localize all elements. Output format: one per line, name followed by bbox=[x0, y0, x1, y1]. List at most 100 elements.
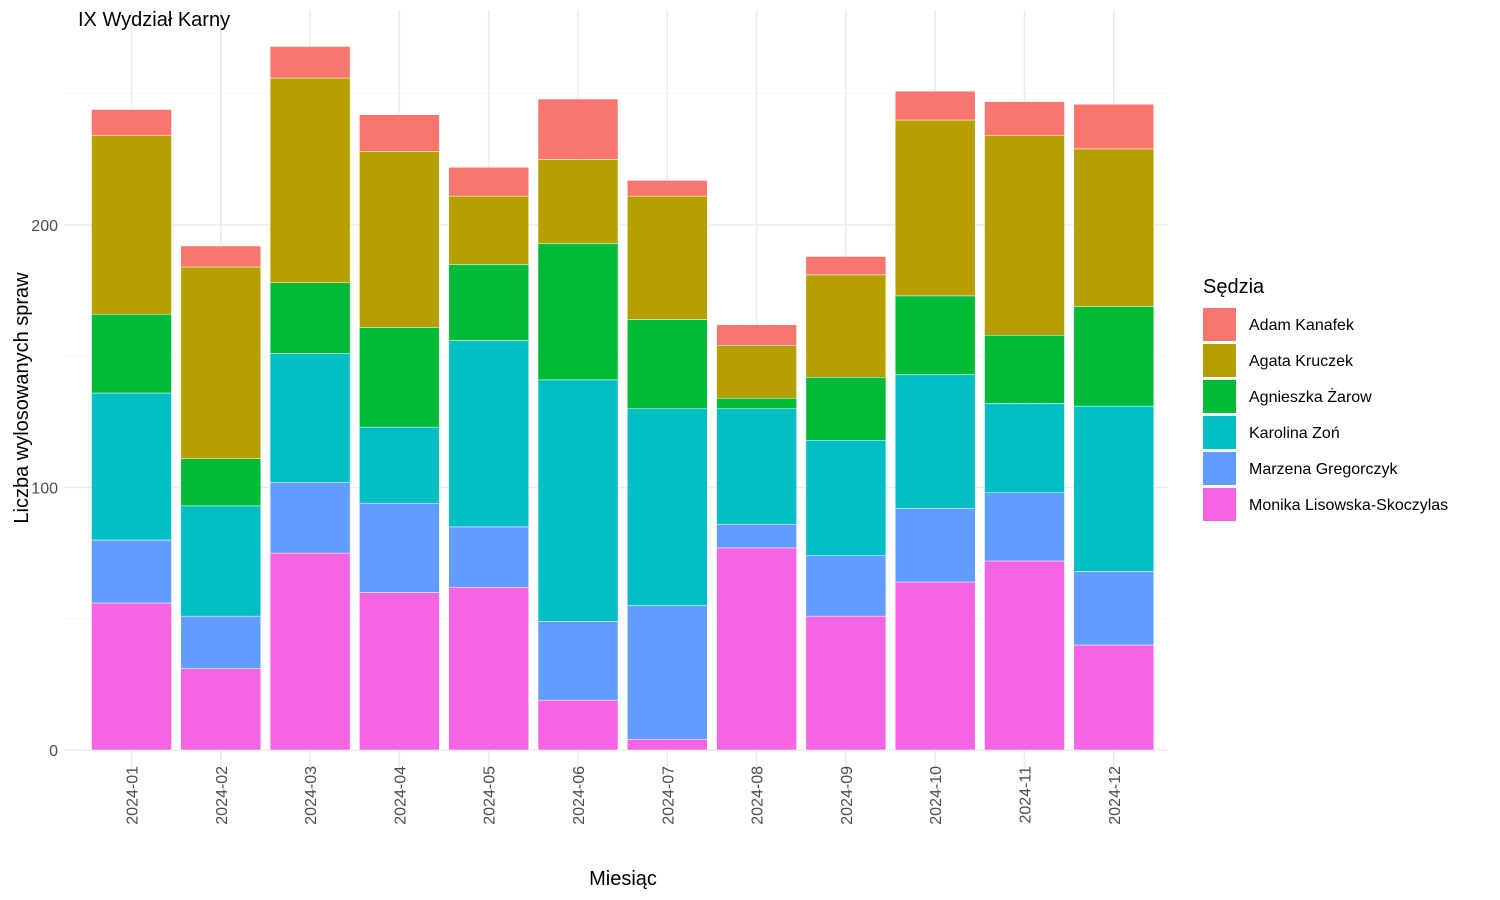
bar-segment: Adam Kanafek: 14 bbox=[359, 114, 440, 152]
x-tick-label: 2024-07 bbox=[660, 766, 677, 825]
legend-swatch bbox=[1203, 344, 1236, 377]
bar-segment: Monika Lisowska-Skoczylas: 77 bbox=[716, 547, 797, 751]
bar-segment: Karolina Zoń: 34 bbox=[984, 403, 1065, 493]
bar-segment: Agata Kruczek: 76 bbox=[984, 135, 1065, 336]
bar-segment: Monika Lisowska-Skoczylas: 56 bbox=[91, 602, 172, 751]
legend-swatch bbox=[1203, 308, 1236, 341]
legend-label: Monika Lisowska-Skoczylas bbox=[1249, 497, 1448, 514]
x-tick-label: 2024-03 bbox=[303, 766, 320, 825]
legend-label: Agnieszka Żarow bbox=[1249, 387, 1372, 406]
x-tick-label: 2024-09 bbox=[839, 766, 856, 825]
legend-label: Adam Kanafek bbox=[1249, 317, 1355, 334]
bar-segment: Agnieszka Żarow: 4 bbox=[716, 398, 797, 409]
bar-segment: Karolina Zoń: 63 bbox=[1073, 405, 1155, 572]
bar-stack-2024-12: Monika Lisowska-Skoczylas: 40Marzena Gre… bbox=[1073, 104, 1155, 751]
legend-swatch bbox=[1203, 416, 1236, 449]
bar-stack-2024-07: Monika Lisowska-Skoczylas: 4Marzena Greg… bbox=[627, 180, 708, 751]
bar-segment: Monika Lisowska-Skoczylas: 31 bbox=[180, 668, 262, 751]
bar-segment: Agata Kruczek: 60 bbox=[1073, 148, 1155, 307]
bar-stack-2024-11: Monika Lisowska-Skoczylas: 72Marzena Gre… bbox=[984, 101, 1065, 751]
legend-swatch bbox=[1203, 452, 1236, 485]
bar-segment: Adam Kanafek: 6 bbox=[627, 180, 708, 197]
legend-label: Agata Kruczek bbox=[1249, 353, 1354, 370]
x-tick-label: 2024-10 bbox=[928, 766, 945, 825]
bars: Monika Lisowska-Skoczylas: 56Marzena Gre… bbox=[91, 46, 1155, 751]
bar-segment: Monika Lisowska-Skoczylas: 62 bbox=[448, 587, 529, 751]
bar-segment: Marzena Gregorczyk: 9 bbox=[716, 524, 797, 549]
x-tick-label: 2024-01 bbox=[125, 766, 142, 825]
bar-segment: Agata Kruczek: 39 bbox=[805, 274, 887, 378]
bar-segment: Agnieszka Żarow: 38 bbox=[359, 327, 440, 428]
x-tick-label: 2024-08 bbox=[750, 766, 767, 825]
bar-segment: Agnieszka Żarow: 52 bbox=[537, 243, 619, 381]
bar-segment: Karolina Zoń: 75 bbox=[627, 408, 708, 606]
bar-segment: Agata Kruczek: 67 bbox=[894, 119, 976, 297]
bar-segment: Marzena Gregorczyk: 23 bbox=[805, 555, 887, 617]
bar-segment: Karolina Zoń: 49 bbox=[269, 353, 351, 483]
bar-stack-2024-03: Monika Lisowska-Skoczylas: 75Marzena Gre… bbox=[269, 46, 351, 751]
bar-stack-2024-05: Monika Lisowska-Skoczylas: 62Marzena Gre… bbox=[448, 167, 529, 751]
bar-stack-2024-08: Monika Lisowska-Skoczylas: 77Marzena Gre… bbox=[716, 324, 797, 751]
bar-segment: Marzena Gregorczyk: 20 bbox=[180, 615, 262, 669]
bar-segment: Adam Kanafek: 12 bbox=[269, 46, 351, 79]
bar-segment: Agnieszka Żarow: 30 bbox=[91, 314, 172, 394]
legend-item: Monika Lisowska-Skoczylas bbox=[1203, 488, 1448, 521]
legend-item: Karolina Zoń bbox=[1203, 416, 1340, 449]
legend-item: Agata Kruczek bbox=[1203, 344, 1354, 377]
bar-segment: Marzena Gregorczyk: 24 bbox=[91, 539, 172, 604]
x-axis-title: Miesiąc bbox=[589, 868, 657, 890]
bar-segment: Marzena Gregorczyk: 51 bbox=[627, 605, 708, 740]
bar-segment: Monika Lisowska-Skoczylas: 51 bbox=[805, 615, 887, 751]
bar-segment: Marzena Gregorczyk: 23 bbox=[448, 526, 529, 588]
bar-segment: Agnieszka Żarow: 29 bbox=[448, 264, 529, 341]
bar-segment: Agata Kruczek: 67 bbox=[359, 151, 440, 328]
bar-segment: Karolina Zoń: 42 bbox=[180, 505, 262, 617]
bar-stack-2024-06: Monika Lisowska-Skoczylas: 19Marzena Gre… bbox=[537, 98, 619, 751]
legend: Sędzia Adam Kanafek Agata Kruczek Agnieszk… bbox=[1203, 276, 1448, 521]
x-tick-label: 2024-06 bbox=[571, 766, 588, 825]
bar-segment: Monika Lisowska-Skoczylas: 64 bbox=[894, 581, 976, 751]
bar-segment: Agata Kruczek: 26 bbox=[448, 195, 529, 265]
bar-segment: Adam Kanafek: 10 bbox=[91, 109, 172, 136]
bar-segment: Agnieszka Żarow: 34 bbox=[627, 319, 708, 409]
x-tick-label: 2024-04 bbox=[392, 766, 409, 825]
legend-item: Adam Kanafek bbox=[1203, 308, 1355, 341]
x-tick-label: 2024-11 bbox=[1018, 766, 1035, 824]
bar-segment: Marzena Gregorczyk: 28 bbox=[894, 508, 976, 583]
bar-segment: Marzena Gregorczyk: 30 bbox=[537, 621, 619, 701]
bar-segment: Adam Kanafek: 23 bbox=[537, 98, 619, 160]
bar-segment: Agata Kruczek: 32 bbox=[537, 159, 619, 244]
bar-segment: Monika Lisowska-Skoczylas: 75 bbox=[269, 552, 351, 751]
bar-segment: Agnieszka Żarow: 30 bbox=[894, 295, 976, 375]
bar-segment: Marzena Gregorczyk: 26 bbox=[984, 492, 1065, 562]
bar-segment: Agnieszka Żarow: 27 bbox=[269, 282, 351, 354]
bar-segment: Adam Kanafek: 13 bbox=[984, 101, 1065, 136]
bar-segment: Karolina Zoń: 92 bbox=[537, 379, 619, 622]
bar-stack-2024-01: Monika Lisowska-Skoczylas: 56Marzena Gre… bbox=[91, 109, 172, 751]
bar-segment: Karolina Zoń: 44 bbox=[716, 408, 797, 525]
bar-segment: Marzena Gregorczyk: 34 bbox=[359, 503, 440, 593]
bar-segment: Karolina Zoń: 44 bbox=[805, 440, 887, 556]
y-tick-label: 0 bbox=[49, 743, 58, 760]
x-tick-label: 2024-12 bbox=[1107, 766, 1124, 825]
bar-segment: Karolina Zoń: 71 bbox=[448, 340, 529, 528]
x-axis-ticks: 2024-01 2024-02 2024-03 2024-04 2024-05 2024-… bbox=[125, 766, 1124, 825]
bar-segment: Monika Lisowska-Skoczylas: 72 bbox=[984, 560, 1065, 751]
bar-segment: Adam Kanafek: 11 bbox=[448, 167, 529, 197]
legend-label: Karolina Zoń bbox=[1249, 425, 1340, 442]
bar-segment: Karolina Zoń: 56 bbox=[91, 392, 172, 541]
bar-segment: Agnieszka Żarow: 18 bbox=[180, 458, 262, 507]
legend-swatch bbox=[1203, 380, 1236, 413]
y-axis-ticks: 0 100 200 bbox=[31, 218, 58, 760]
bar-segment: Monika Lisowska-Skoczylas: 40 bbox=[1073, 644, 1155, 751]
legend-swatch bbox=[1203, 488, 1236, 521]
legend-item: Agnieszka Żarow bbox=[1203, 380, 1372, 413]
bar-stack-2024-10: Monika Lisowska-Skoczylas: 64Marzena Gre… bbox=[894, 90, 976, 751]
legend-label: Marzena Gregorczyk bbox=[1249, 461, 1398, 478]
bar-segment: Marzena Gregorczyk: 28 bbox=[1073, 571, 1155, 646]
bar-segment: Monika Lisowska-Skoczylas: 19 bbox=[537, 699, 619, 751]
bar-segment: Agata Kruczek: 47 bbox=[627, 195, 708, 320]
legend-title: Sędzia bbox=[1203, 276, 1265, 298]
bar-stack-2024-09: Monika Lisowska-Skoczylas: 51Marzena Gre… bbox=[805, 256, 887, 751]
